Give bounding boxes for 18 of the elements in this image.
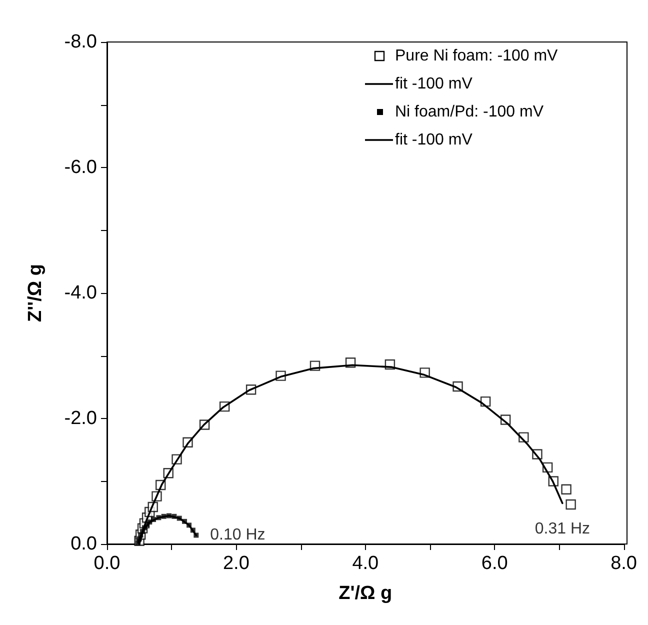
x-tick-label: 4.0 (352, 553, 379, 574)
annotation: 0.31 Hz (534, 520, 590, 538)
legend-label: Pure Ni foam: -100 mV (395, 48, 558, 64)
y-axis-title: Z''/Ω g (25, 264, 46, 322)
y-tick-label: -8.0 (64, 32, 97, 52)
x-tick-label: 6.0 (481, 553, 508, 574)
legend-label: fit -100 mV (395, 132, 473, 148)
y-tick-label: 0.0 (70, 534, 97, 554)
y-tick-label: -4.0 (64, 282, 97, 304)
x-tick-label: 0.0 (94, 553, 120, 574)
annotation: 0.10 Hz (210, 526, 266, 544)
x-tick-label: 2.0 (222, 553, 250, 574)
legend-label: Ni foam/Pd: -100 mV (395, 104, 544, 120)
y-tick-label: -2.0 (64, 408, 97, 429)
x-tick-label: 8.0 (610, 553, 638, 574)
x-axis-title: Z'/Ω g (338, 583, 392, 604)
legend-label: fit -100 mV (395, 76, 473, 92)
y-tick-label: -6.0 (64, 157, 97, 178)
